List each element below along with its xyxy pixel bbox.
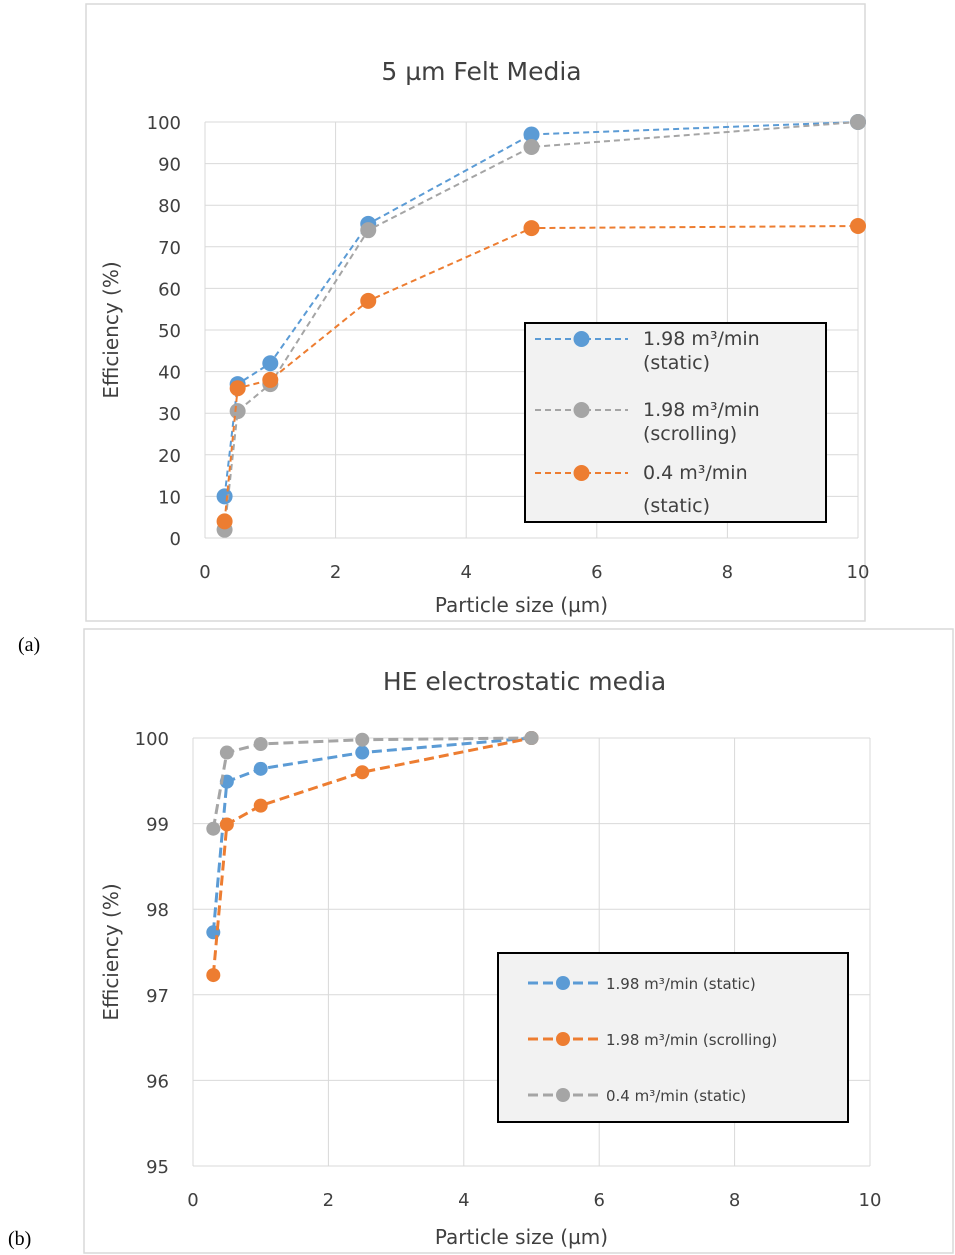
data-point xyxy=(523,126,540,143)
x-axis-label: Particle size (µm) xyxy=(435,593,608,617)
data-point xyxy=(253,798,268,813)
y-tick-label: 95 xyxy=(146,1157,169,1178)
legend-marker xyxy=(556,1032,570,1046)
data-point xyxy=(219,745,234,760)
chart-title: 5 µm Felt Media xyxy=(381,57,581,86)
legend: 1.98 m³/min (static) 1.98 m³/min (scrolli… xyxy=(497,952,849,1123)
data-point xyxy=(229,380,246,397)
data-point xyxy=(523,220,540,237)
legend-marker xyxy=(556,1088,570,1102)
y-tick-label: 20 xyxy=(158,446,181,467)
data-point xyxy=(355,732,370,747)
legend-marker xyxy=(573,402,590,418)
legend-entry: 1.98 m³/min (static) xyxy=(643,328,760,374)
x-tick-label: 10 xyxy=(859,1190,882,1211)
data-point xyxy=(850,114,866,130)
series-line xyxy=(223,121,859,497)
y-tick-label: 80 xyxy=(158,196,181,217)
data-point xyxy=(360,222,377,239)
y-axis-label: Efficiency (%) xyxy=(99,261,123,398)
legend: 1.98 m³/min (static) 1.98 m³/min (scrolling… xyxy=(524,322,827,523)
y-tick-label: 70 xyxy=(158,238,181,259)
data-point xyxy=(206,821,221,836)
x-tick-label: 4 xyxy=(460,562,471,583)
y-tick-label: 96 xyxy=(146,1071,169,1092)
series-line xyxy=(223,225,859,522)
y-tick-label: 90 xyxy=(158,155,181,176)
chart-title: HE electrostatic media xyxy=(383,667,666,696)
data-point xyxy=(262,355,279,372)
x-tick-label: 2 xyxy=(330,562,341,583)
data-point xyxy=(355,765,370,780)
x-tick-label: 8 xyxy=(729,1190,740,1211)
data-point xyxy=(253,736,268,751)
data-point xyxy=(523,138,540,155)
legend-marker xyxy=(573,465,590,481)
y-tick-label: 97 xyxy=(146,986,169,1007)
data-point xyxy=(229,403,246,420)
y-axis-label: Efficiency (%) xyxy=(99,883,123,1020)
panel-label-a: (a) xyxy=(18,634,41,656)
data-point xyxy=(216,513,233,530)
legend-entry: 1.98 m³/min (scrolling) xyxy=(643,399,760,445)
y-tick-label: 100 xyxy=(147,113,181,134)
legend-entry: 0.4 m³/min (static) xyxy=(606,1087,746,1105)
x-tick-label: 4 xyxy=(458,1190,469,1211)
data-point xyxy=(253,761,268,776)
y-tick-label: 100 xyxy=(135,729,169,750)
y-tick-label: 0 xyxy=(170,529,181,550)
x-tick-label: 0 xyxy=(199,562,210,583)
legend-entry: 1.98 m³/min (static) xyxy=(606,975,756,993)
chart-frame xyxy=(85,3,866,622)
data-point xyxy=(850,218,866,234)
x-tick-label: 6 xyxy=(593,1190,604,1211)
y-tick-label: 50 xyxy=(158,321,181,342)
y-tick-label: 98 xyxy=(146,900,169,921)
legend-box xyxy=(524,322,827,523)
data-point xyxy=(206,968,221,983)
chart-a: 0 10 20 30 40 50 60 70 80 90 100 0 2 4 6 8 10 5 µm Felt M… xyxy=(85,3,870,622)
data-point xyxy=(524,731,539,745)
x-tick-label: 6 xyxy=(591,562,602,583)
legend-marker xyxy=(573,331,590,347)
series-2 xyxy=(216,218,866,530)
y-tick-label: 10 xyxy=(158,487,181,508)
y-tick-label: 30 xyxy=(158,404,181,425)
y-tick-label: 60 xyxy=(158,279,181,300)
data-point xyxy=(216,488,233,505)
legend-marker xyxy=(556,976,570,990)
x-tick-label: 10 xyxy=(847,562,870,583)
y-tick-label: 40 xyxy=(158,363,181,384)
data-point xyxy=(262,371,279,388)
data-point xyxy=(355,745,370,760)
x-tick-label: 2 xyxy=(323,1190,334,1211)
x-tick-label: 8 xyxy=(722,562,733,583)
series-2 xyxy=(206,731,539,836)
data-point xyxy=(219,817,234,832)
legend-entry: 0.4 m³/min (static) xyxy=(643,462,748,517)
x-tick-label: 0 xyxy=(187,1190,198,1211)
legend-entry: 1.98 m³/min (scrolling) xyxy=(606,1031,777,1049)
x-axis-label: Particle size (µm) xyxy=(435,1225,608,1249)
y-tick-label: 99 xyxy=(146,815,169,836)
chart-b: 95 96 97 98 99 100 0 2 4 6 8 10 HE electrostatic med… xyxy=(83,628,954,1254)
data-point xyxy=(360,292,377,309)
chart-frame xyxy=(83,628,954,1254)
series-line xyxy=(223,121,859,530)
panel-label-b: (b) xyxy=(8,1228,32,1250)
